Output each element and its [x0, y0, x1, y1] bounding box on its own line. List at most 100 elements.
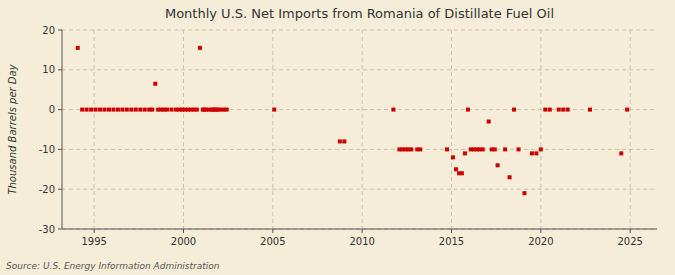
point [466, 108, 470, 112]
point [522, 191, 526, 195]
point [557, 108, 561, 112]
x-tick [94, 229, 95, 233]
point [445, 147, 449, 151]
y-grid-line [62, 149, 657, 150]
point [138, 108, 142, 112]
point [493, 147, 497, 151]
point [503, 147, 507, 151]
y-grid-line [62, 229, 657, 230]
y-grid-line [62, 69, 657, 70]
x-axis-line [62, 229, 657, 230]
point [125, 108, 129, 112]
x-tick-label: 2015 [439, 236, 464, 247]
point [143, 108, 147, 112]
point [85, 108, 89, 112]
point [517, 147, 521, 151]
point [80, 108, 84, 112]
point [625, 108, 629, 112]
point [170, 108, 174, 112]
point [129, 108, 133, 112]
point [120, 108, 124, 112]
point [487, 120, 491, 124]
x-tick [362, 229, 363, 233]
point [391, 108, 395, 112]
x-tick [540, 229, 541, 233]
y-tick [58, 109, 62, 110]
x-grid-line [94, 30, 95, 229]
point [508, 175, 512, 179]
y-tick-label: -20 [39, 184, 55, 195]
point [530, 151, 534, 155]
point [496, 163, 500, 167]
y-tick-label: 20 [42, 25, 55, 36]
y-tick-label: -30 [39, 224, 55, 235]
point [543, 108, 547, 112]
point [481, 147, 485, 151]
y-tick-label: 10 [42, 64, 55, 75]
x-grid-line [451, 30, 452, 229]
point [418, 147, 422, 151]
point [195, 108, 199, 112]
x-tick-label: 2025 [617, 236, 642, 247]
point [463, 151, 467, 155]
points [76, 46, 629, 195]
point [561, 108, 565, 112]
point [454, 167, 458, 171]
y-grid-line [62, 30, 657, 31]
x-tick [272, 229, 273, 233]
point [548, 108, 552, 112]
x-grid-line [362, 30, 363, 229]
point [619, 151, 623, 155]
point [150, 108, 154, 112]
x-grid-line [630, 30, 631, 229]
point [588, 108, 592, 112]
point [409, 147, 413, 151]
grid [62, 30, 657, 229]
title: Monthly U.S. Net Imports from Romania of… [165, 6, 554, 21]
point [451, 155, 455, 159]
x-tick [630, 229, 631, 233]
y-axis-label: Thousand Barrels per Day [7, 63, 18, 194]
point [512, 108, 516, 112]
x-grid-line [540, 30, 541, 229]
source-note: Source: U.S. Energy Information Administ… [6, 261, 220, 271]
point [198, 46, 202, 50]
y-grid-line [62, 189, 657, 190]
x-tick-label: 2010 [349, 236, 374, 247]
point [134, 108, 138, 112]
y-tick [58, 69, 62, 70]
y-tick [58, 189, 62, 190]
point [342, 139, 346, 143]
point [165, 108, 169, 112]
y-tick [58, 229, 62, 230]
y-tick-label: 0 [49, 104, 55, 115]
background [0, 0, 675, 275]
y-tick-label: -10 [39, 144, 55, 155]
point [534, 151, 538, 155]
point [76, 46, 80, 50]
point [107, 108, 111, 112]
x-tick-label: 2020 [528, 236, 553, 247]
point [116, 108, 120, 112]
y-tick [58, 149, 62, 150]
chart: 1995 2000 2005 2010 2015 2020 2025 -30 -20 -10 0 10… [0, 0, 675, 275]
point [566, 108, 570, 112]
x-tick-label: 2000 [171, 236, 196, 247]
x-grid-line [183, 30, 184, 229]
point [225, 108, 229, 112]
point [460, 171, 464, 175]
axes: 1995 2000 2005 2010 2015 2020 2025 -30 -20 -10 0 10… [39, 25, 643, 248]
point [153, 82, 157, 86]
point [98, 108, 102, 112]
x-tick-label: 2005 [260, 236, 285, 247]
point [89, 108, 93, 112]
point [94, 108, 98, 112]
x-tick-label: 1995 [81, 236, 106, 247]
x-tick [451, 229, 452, 233]
point [103, 108, 107, 112]
point [338, 139, 342, 143]
point [272, 108, 276, 112]
y-tick [58, 30, 62, 31]
point [111, 108, 115, 112]
y-axis-line [62, 30, 63, 229]
